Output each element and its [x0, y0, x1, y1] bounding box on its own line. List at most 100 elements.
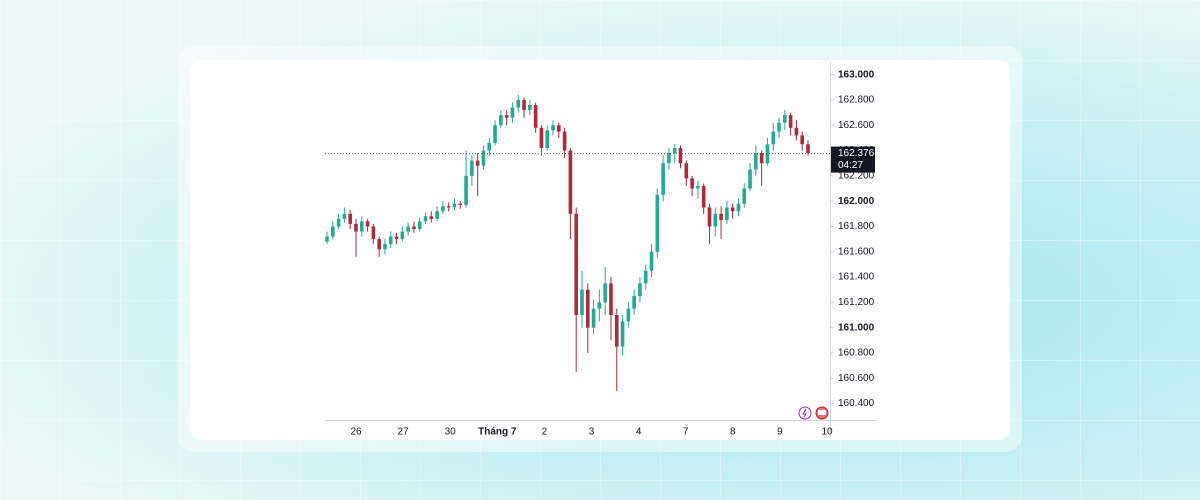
candle-body [672, 148, 677, 154]
candle-body [585, 289, 590, 328]
candle-body [800, 135, 805, 145]
candle-body [470, 160, 474, 176]
candle-body [487, 142, 492, 151]
candle-body [354, 223, 358, 232]
x-tick-label: 9 [777, 427, 783, 438]
candle-body [632, 296, 636, 309]
x-tick-label: 27 [398, 427, 410, 438]
candle-body [423, 216, 428, 222]
candle-body [504, 115, 509, 118]
candle-body [377, 239, 381, 250]
candle-body [754, 153, 758, 170]
y-tick-label: 160.400 [838, 398, 875, 409]
candle-body [330, 226, 335, 237]
candle-body [557, 125, 561, 132]
candle-body [510, 107, 515, 118]
candle-body [620, 321, 625, 347]
flag-icon-stripe [818, 410, 826, 415]
candle-body [336, 218, 341, 227]
event-icon[interactable] [798, 406, 812, 420]
x-tick-label: Tháng 7 [478, 427, 517, 438]
candle-body [412, 226, 416, 229]
y-tick-label: 161.600 [838, 246, 875, 257]
candle-body [806, 144, 810, 154]
candle-body [551, 125, 555, 131]
candle-body [417, 221, 422, 229]
candle-body [783, 115, 787, 123]
candle-body [533, 105, 538, 128]
candle-body [794, 127, 799, 136]
candle-body [574, 213, 578, 316]
candle-body [383, 244, 387, 250]
x-tick-label: 8 [730, 427, 736, 438]
candle-body [435, 211, 439, 219]
y-tick-label: 160.600 [838, 373, 875, 384]
countdown-label: 04:27 [838, 160, 863, 171]
last-price-box [831, 146, 875, 173]
candle-body [591, 308, 596, 328]
candle-body [562, 131, 567, 151]
candle-body [597, 302, 602, 309]
candle-body [325, 236, 329, 242]
candle-body [429, 216, 434, 219]
x-tick-label: 4 [636, 427, 642, 438]
candle-body [661, 163, 665, 195]
event-icon-bolt [802, 408, 807, 418]
y-tick-label: 161.400 [838, 272, 875, 283]
candle-body [684, 163, 689, 179]
candle-body [458, 203, 463, 205]
candle-body [522, 99, 526, 111]
x-tick-label: 3 [589, 427, 595, 438]
candle-body [359, 221, 364, 232]
candle-body [394, 236, 399, 240]
candle-body [690, 178, 694, 189]
candle-body [777, 122, 781, 132]
candle-body [388, 236, 393, 245]
candle-body [441, 206, 445, 212]
candle-body [626, 308, 631, 322]
candle-body [667, 153, 671, 164]
candle-body [603, 283, 607, 303]
candle-body [655, 194, 660, 252]
x-tick-label: 2 [542, 427, 548, 438]
candle-body [516, 99, 521, 108]
candle-body [400, 231, 405, 240]
candle-body [719, 213, 723, 221]
candle-body [342, 213, 347, 219]
candle-body [348, 213, 352, 224]
y-tick-label: 163.000 [838, 69, 875, 80]
candle-body [748, 169, 752, 189]
candle-body [725, 207, 729, 221]
y-tick-label: 161.200 [838, 297, 875, 308]
card [190, 60, 1010, 440]
candle-body [446, 206, 451, 208]
candle-body [452, 203, 457, 208]
y-tick-label: 162.800 [838, 95, 875, 106]
candle-body [678, 148, 683, 164]
candle-body [649, 251, 654, 271]
candle-body [765, 144, 770, 164]
x-tick-label: 10 [821, 427, 833, 438]
x-tick-label: 30 [445, 427, 457, 438]
candle-body [707, 207, 712, 227]
candle-body [701, 185, 706, 208]
x-tick-label: 26 [350, 427, 362, 438]
y-tick-label: 161.800 [838, 221, 875, 232]
candle-body [365, 221, 370, 227]
last-price-label: 162.376 [838, 148, 875, 159]
candle-body [638, 283, 642, 297]
candle-body [788, 115, 793, 128]
candle-body [528, 105, 532, 111]
candle-body [493, 125, 497, 143]
candle-body [580, 289, 584, 316]
candle-body [406, 226, 410, 232]
y-tick-label: 160.800 [838, 348, 875, 359]
candle-body [759, 153, 764, 164]
candle-body [371, 226, 376, 240]
candle-body [643, 270, 648, 284]
candle-body [481, 150, 486, 166]
candle-body [609, 283, 613, 316]
candle-body [696, 185, 700, 189]
